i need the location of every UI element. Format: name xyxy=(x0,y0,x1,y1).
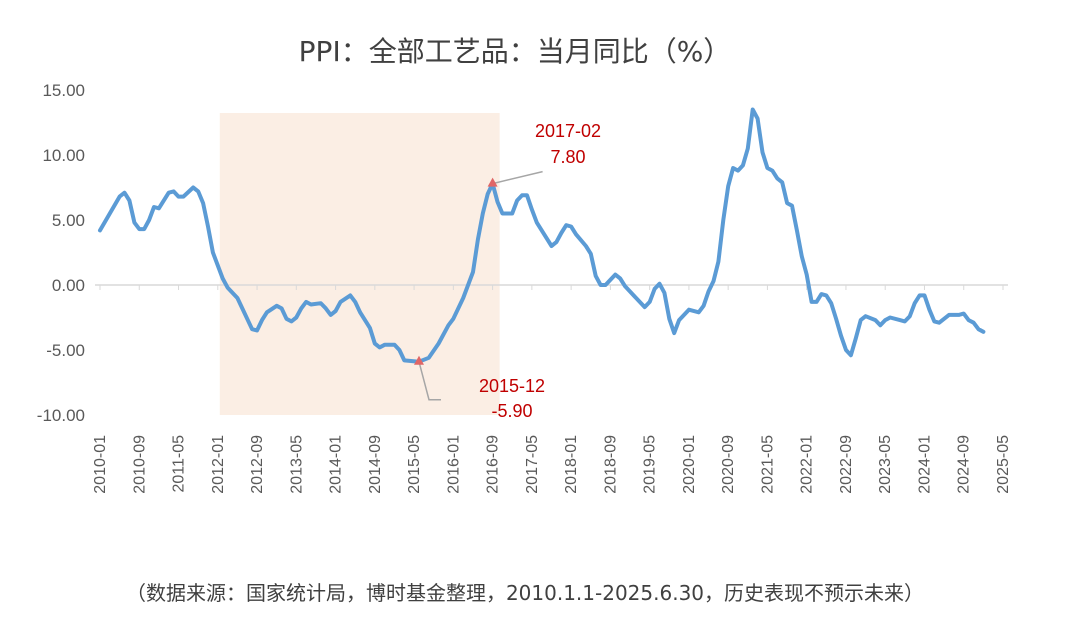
trough-marker xyxy=(413,355,424,365)
y-tick-label: 5.00 xyxy=(52,211,85,230)
x-tick-label: 2024-01 xyxy=(916,435,933,494)
annotation-value: 7.80 xyxy=(550,147,585,167)
highlight-band xyxy=(219,113,500,415)
annotation-date: 2017-02 xyxy=(535,121,601,141)
x-tick-label: 2013-05 xyxy=(288,435,305,494)
x-tick-label: 2018-01 xyxy=(563,435,580,494)
axes: 15.00 10.00 5.00 0.00 -5.00 -10.00 2010-01 2010… xyxy=(37,81,1012,494)
x-tick-label: 2022-09 xyxy=(838,435,855,494)
x-tick-label: 2020-01 xyxy=(681,435,698,494)
x-tick-label: 2016-09 xyxy=(485,435,502,494)
x-tick-label: 2011-05 xyxy=(171,435,188,493)
source-note: （数据来源：国家统计局，博时基金整理，2010.1.1-2025.6.30，历史… xyxy=(125,581,925,605)
x-tick-label: 2022-01 xyxy=(799,435,816,494)
annotations: 2017-02 7.80 2015-12 -5.90 xyxy=(413,121,601,421)
x-tick-label: 2010-01 xyxy=(92,435,109,494)
y-tick-label: -10.00 xyxy=(37,406,85,425)
y-tick-label: -5.00 xyxy=(46,341,85,360)
annotation-date: 2015-12 xyxy=(479,376,545,396)
x-tick-label: 2025-05 xyxy=(995,435,1012,494)
x-tick-label: 2019-05 xyxy=(642,435,659,494)
line-chart: 15.00 10.00 5.00 0.00 -5.00 -10.00 2010-01 2010… xyxy=(37,81,1012,494)
x-tick-label: 2017-05 xyxy=(524,435,541,494)
x-tick-label: 2015-05 xyxy=(406,435,423,494)
y-tick-label: 15.00 xyxy=(42,81,85,100)
y-tick-label: 0.00 xyxy=(52,276,85,295)
annotation-leader-line xyxy=(418,361,441,401)
x-tick-label: 2014-01 xyxy=(328,435,345,494)
x-tick-label: 2021-05 xyxy=(759,435,776,494)
series-layer xyxy=(98,107,986,364)
x-tick-label: 2016-01 xyxy=(445,435,462,494)
x-tick-label: 2020-09 xyxy=(720,435,737,494)
x-tick-label: 2012-09 xyxy=(249,435,266,494)
x-tick-label: 2023-05 xyxy=(877,435,894,494)
chart-title: PPI：全部工艺品：当月同比（%） xyxy=(298,35,732,68)
series-line xyxy=(98,107,986,364)
x-tick-label: 2010-09 xyxy=(131,435,148,494)
annotation-value: -5.90 xyxy=(491,401,532,421)
annotation-leader-line xyxy=(492,170,543,185)
shaded-region xyxy=(219,113,500,415)
x-tick-label: 2012-01 xyxy=(210,435,227,494)
x-tick-label: 2018-09 xyxy=(602,435,619,494)
peak-marker xyxy=(487,177,498,187)
y-tick-label: 10.00 xyxy=(42,146,85,165)
x-tick-label: 2024-09 xyxy=(956,435,973,494)
x-tick-label: 2014-09 xyxy=(367,435,384,494)
